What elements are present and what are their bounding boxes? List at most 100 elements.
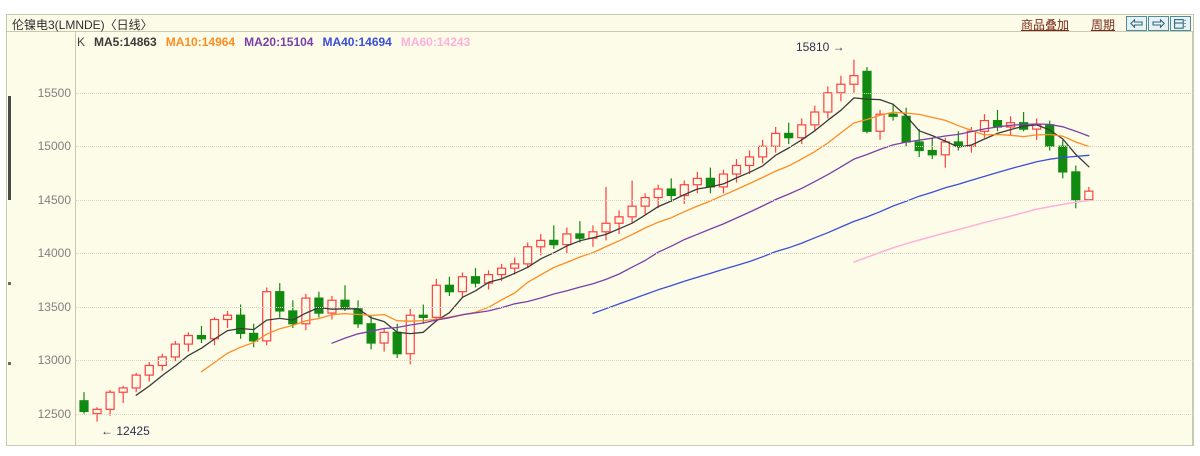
candle-body <box>79 400 89 413</box>
candle-body <box>1045 124 1055 147</box>
plot-area[interactable]: 12500 13000 13500 14000 14500 15000 15500 15810… <box>38 32 1193 445</box>
candle-body <box>288 310 298 325</box>
candle-body <box>483 273 494 284</box>
y-axis-separator <box>75 32 76 445</box>
gridline <box>76 146 1193 148</box>
candle-body <box>875 113 885 132</box>
legend-series-k: K <box>77 35 86 49</box>
candle-body <box>810 111 820 126</box>
candle-body <box>523 246 533 265</box>
ma-line-ma40 <box>592 154 1090 315</box>
candle-body <box>105 391 115 410</box>
candle-body <box>314 297 324 314</box>
gridline <box>76 92 1193 94</box>
toolbar-links: 商品叠加 周期 <box>1021 16 1115 33</box>
candle-body <box>888 113 898 117</box>
ma-line-ma20 <box>331 123 1090 344</box>
candle-body <box>940 141 950 156</box>
legend-item-ma20: MA20:15104 <box>244 35 314 49</box>
candle-body <box>536 239 546 248</box>
candle-body <box>1084 190 1094 201</box>
candle-body <box>157 356 167 367</box>
candle-body <box>236 314 246 335</box>
candle-body <box>614 216 624 224</box>
candle-body <box>457 276 468 293</box>
next-arrow-icon <box>1152 19 1165 28</box>
gridline <box>76 413 1193 415</box>
layout-panel-icon <box>1174 18 1186 29</box>
candle-body <box>118 387 128 393</box>
window-title-bar: 伦镍电3(LMNDE)〈日线〉 商品叠加 周期 <box>6 14 1194 32</box>
y-axis-tick-label: 13500 <box>37 299 71 314</box>
y-axis-tick-label: 14500 <box>37 192 71 207</box>
candle-body <box>771 132 781 147</box>
candle-body <box>692 177 702 186</box>
candle-body <box>757 145 768 158</box>
candle-body <box>444 284 454 293</box>
candle-body <box>470 276 481 284</box>
candle-body <box>1058 145 1068 173</box>
candle-body <box>914 141 924 152</box>
next-arrow-button[interactable] <box>1148 16 1169 31</box>
candle-body <box>249 332 259 342</box>
prev-arrow-button[interactable] <box>1126 16 1147 31</box>
ma-legend: K MA5:14863 MA10:14964 MA20:15104 MA40:1… <box>77 34 470 50</box>
page-title: 伦镍电3(LMNDE)〈日线〉 <box>12 18 153 32</box>
candle-body <box>836 83 846 94</box>
candle-body <box>510 263 520 269</box>
toolbar-buttons <box>1126 16 1191 31</box>
candle-body <box>679 184 689 197</box>
candle-body <box>666 188 676 197</box>
y-axis-tick-label: 13000 <box>37 353 71 368</box>
period-link[interactable]: 周期 <box>1090 18 1115 32</box>
candle-body <box>849 75 859 85</box>
chart-frame: K MA5:14863 MA10:14964 MA20:15104 MA40:1… <box>6 32 1194 446</box>
candle-body <box>627 205 637 218</box>
scrollbar-tick <box>8 362 11 365</box>
y-axis-tick-label: 15000 <box>37 139 71 154</box>
candle-body <box>562 233 572 246</box>
candle-body <box>927 149 937 156</box>
legend-item-ma60: MA60:14243 <box>400 35 471 49</box>
candle-body <box>549 239 559 246</box>
candle-body <box>262 291 272 342</box>
candle-body <box>431 284 441 318</box>
commodity-overlay-link[interactable]: 商品叠加 <box>1020 18 1069 32</box>
candle-body <box>823 92 833 113</box>
prev-arrow-icon <box>1130 19 1143 28</box>
scrollbar-thumb[interactable] <box>8 96 11 200</box>
gridline <box>76 306 1193 308</box>
candle-body <box>209 318 220 340</box>
ma-line-ma5 <box>135 97 1090 396</box>
y-axis-tick-label: 14000 <box>37 246 71 261</box>
high-price-annotation: 15810 → <box>795 39 845 54</box>
legend-item-ma10: MA10:14964 <box>165 35 236 49</box>
ma-line-ma10 <box>200 111 1090 373</box>
candle-body <box>275 291 285 312</box>
layout-panel-button[interactable] <box>1170 16 1191 31</box>
candle-body <box>1071 171 1081 201</box>
gridline <box>76 253 1193 255</box>
candle-body <box>379 331 389 344</box>
candle-body <box>640 196 650 207</box>
candle-body <box>405 314 415 355</box>
candle-body <box>497 267 507 276</box>
candle-body <box>797 124 807 139</box>
candle-body <box>144 364 154 376</box>
candle-body <box>418 314 428 318</box>
candle-body <box>744 156 755 167</box>
candle-body <box>575 233 585 239</box>
candle-body <box>601 222 611 233</box>
candle-body <box>392 331 402 355</box>
candle-body <box>901 115 911 143</box>
y-axis-tick-label: 12500 <box>37 406 71 421</box>
candle-body <box>953 141 963 147</box>
candle-body <box>653 188 663 199</box>
candle-body <box>862 70 872 132</box>
legend-item-ma5: MA5:14863 <box>94 35 157 49</box>
candle-body <box>731 164 742 175</box>
vertical-scrollbar[interactable] <box>7 32 12 445</box>
candle-body <box>979 119 990 132</box>
candle-body <box>196 334 207 340</box>
